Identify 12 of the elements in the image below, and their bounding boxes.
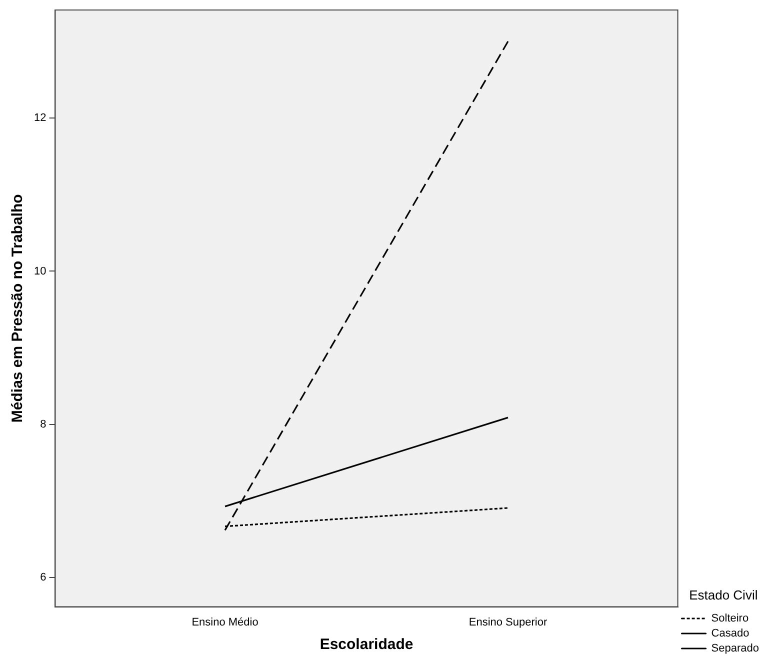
legend-label: Solteiro bbox=[711, 612, 749, 625]
y-axis-title: Médias em Pressão no Trabalho bbox=[9, 194, 26, 423]
legend-label: Casado bbox=[711, 628, 750, 640]
x-tick-label: Ensino Médio bbox=[192, 616, 258, 628]
y-tick-label: 6 bbox=[40, 572, 46, 584]
y-tick-label: 12 bbox=[34, 112, 46, 124]
y-tick-label: 10 bbox=[34, 265, 46, 278]
y-tick-label: 8 bbox=[40, 418, 46, 430]
x-tick-label: Ensino Superior bbox=[468, 616, 548, 628]
legend-title: Estado Civil bbox=[689, 587, 758, 602]
x-axis-title: Escolaridade bbox=[320, 636, 414, 654]
legend-label: Separado bbox=[711, 642, 760, 655]
